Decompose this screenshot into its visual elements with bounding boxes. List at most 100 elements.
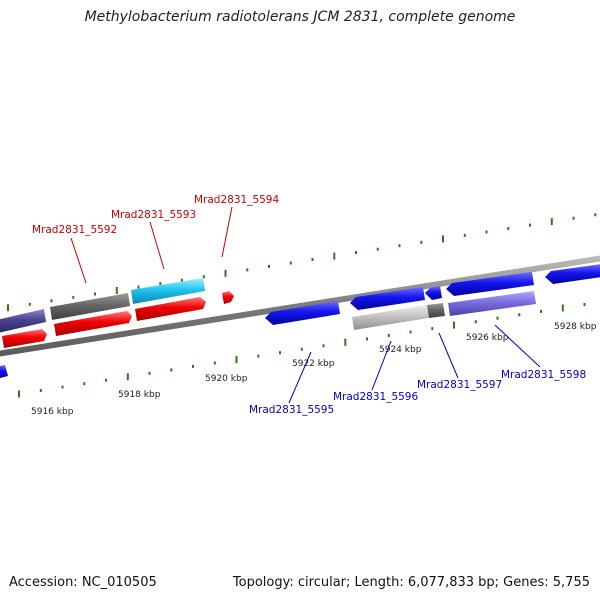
gene-label-5596[interactable]: Mrad2831_5596 bbox=[333, 391, 418, 403]
leader-5598 bbox=[494, 324, 541, 368]
leader-5594 bbox=[221, 206, 233, 258]
gene-feature-5596[interactable] bbox=[352, 305, 429, 330]
gene-feature-blue-e[interactable] bbox=[545, 264, 600, 284]
minor-tick bbox=[431, 327, 434, 331]
major-tick bbox=[235, 356, 238, 364]
minor-tick bbox=[279, 351, 281, 355]
tick-label-5916: 5916 kbp bbox=[31, 407, 74, 417]
minor-tick bbox=[246, 268, 249, 272]
genome-backbone bbox=[0, 255, 600, 357]
minor-tick bbox=[322, 344, 325, 348]
minor-tick bbox=[474, 320, 477, 324]
minor-tick bbox=[463, 233, 466, 237]
minor-tick bbox=[355, 251, 357, 255]
tick-label-5920: 5920 kbp bbox=[205, 374, 248, 384]
leader-5595 bbox=[288, 351, 312, 404]
gene-labels: Mrad2831_5592 Mrad2831_5593 Mrad2831_559… bbox=[32, 194, 586, 416]
minor-tick bbox=[202, 275, 205, 279]
callout-lines bbox=[70, 206, 541, 404]
gene-feature-red-b[interactable] bbox=[54, 311, 132, 336]
minor-tick bbox=[39, 389, 42, 392]
minor-tick bbox=[387, 333, 390, 337]
gene-feature-5593[interactable] bbox=[131, 278, 205, 304]
gene-feature-blue-b[interactable] bbox=[350, 287, 425, 310]
forward-strand-genes bbox=[0, 278, 234, 348]
major-tick bbox=[442, 235, 444, 243]
gene-feature-5597[interactable] bbox=[427, 303, 445, 318]
gene-label-5597[interactable]: Mrad2831_5597 bbox=[417, 379, 502, 391]
gene-feature-5598[interactable] bbox=[448, 291, 536, 316]
minor-tick bbox=[148, 371, 151, 375]
map-title: Methylobacterium radiotolerans JCM 2831,… bbox=[84, 9, 516, 25]
gene-label-5595[interactable]: Mrad2831_5595 bbox=[249, 404, 334, 416]
tick-label-5924: 5924 kbp bbox=[379, 345, 422, 355]
minor-tick bbox=[105, 378, 107, 382]
minor-tick bbox=[496, 316, 499, 320]
reverse-strand-genes bbox=[0, 264, 600, 378]
gene-label-5593[interactable]: Mrad2831_5593 bbox=[111, 209, 196, 221]
minor-tick bbox=[485, 230, 488, 234]
minor-tick bbox=[192, 364, 194, 368]
tick-label-5922: 5922 kbp bbox=[292, 359, 335, 369]
major-tick bbox=[344, 338, 347, 346]
minor-tick bbox=[72, 295, 75, 299]
minor-tick bbox=[594, 213, 597, 217]
gene-feature-blue-c[interactable] bbox=[425, 286, 442, 300]
major-tick bbox=[453, 321, 455, 329]
minor-tick bbox=[159, 282, 162, 286]
minor-tick bbox=[268, 264, 270, 268]
major-tick bbox=[115, 287, 118, 294]
tick-label-5926: 5926 kbp bbox=[466, 333, 509, 343]
tick-row-lower bbox=[18, 303, 586, 398]
minor-tick bbox=[507, 227, 510, 230]
minor-tick bbox=[420, 240, 423, 244]
leader-5597 bbox=[438, 332, 459, 379]
gene-feature-navy[interactable] bbox=[0, 309, 46, 333]
tick-labels: 5916 kbp 5918 kbp 5920 kbp 5922 kbp 5924… bbox=[31, 322, 597, 417]
gene-label-5598[interactable]: Mrad2831_5598 bbox=[501, 369, 586, 381]
gene-label-5594[interactable]: Mrad2831_5594 bbox=[194, 194, 279, 206]
leader-5596 bbox=[371, 340, 392, 391]
tick-label-5928: 5928 kbp bbox=[554, 322, 597, 332]
gene-feature-5595[interactable] bbox=[265, 301, 340, 325]
minor-tick bbox=[83, 382, 86, 386]
tick-label-5918: 5918 kbp bbox=[118, 390, 161, 400]
leader-5592 bbox=[70, 237, 87, 284]
genome-summary-text: Topology: circular; Length: 6,077,833 bp… bbox=[232, 575, 590, 590]
major-tick bbox=[333, 252, 336, 260]
minor-tick bbox=[518, 313, 521, 317]
minor-tick bbox=[540, 309, 542, 313]
minor-tick bbox=[289, 261, 292, 265]
minor-tick bbox=[257, 354, 260, 358]
major-tick bbox=[126, 373, 129, 381]
minor-tick bbox=[300, 347, 303, 351]
minor-tick bbox=[94, 292, 96, 296]
minor-tick bbox=[181, 278, 183, 282]
gene-feature-5592[interactable] bbox=[50, 293, 130, 320]
minor-tick bbox=[409, 330, 412, 334]
gene-feature-red-c[interactable] bbox=[135, 297, 206, 321]
leader-5593 bbox=[149, 221, 165, 270]
minor-tick bbox=[137, 285, 140, 289]
minor-tick bbox=[50, 299, 53, 303]
major-tick bbox=[7, 304, 9, 312]
minor-tick bbox=[170, 368, 173, 372]
gene-feature-5594[interactable] bbox=[222, 291, 234, 304]
gene-feature-red-a[interactable] bbox=[2, 329, 47, 348]
gene-feature-5598-top[interactable] bbox=[446, 272, 534, 296]
minor-tick bbox=[213, 361, 216, 365]
minor-tick bbox=[529, 223, 531, 227]
minor-tick bbox=[398, 244, 401, 248]
minor-tick bbox=[366, 337, 368, 341]
minor-tick bbox=[583, 303, 586, 306]
minor-tick bbox=[376, 247, 379, 251]
major-tick bbox=[561, 304, 564, 312]
major-tick bbox=[18, 390, 20, 398]
tick-row-upper bbox=[7, 213, 597, 312]
minor-tick bbox=[28, 302, 31, 306]
minor-tick bbox=[61, 385, 64, 389]
major-tick bbox=[550, 218, 553, 226]
gene-feature-edge-blue[interactable] bbox=[0, 365, 8, 378]
gene-label-5592[interactable]: Mrad2831_5592 bbox=[32, 224, 117, 236]
